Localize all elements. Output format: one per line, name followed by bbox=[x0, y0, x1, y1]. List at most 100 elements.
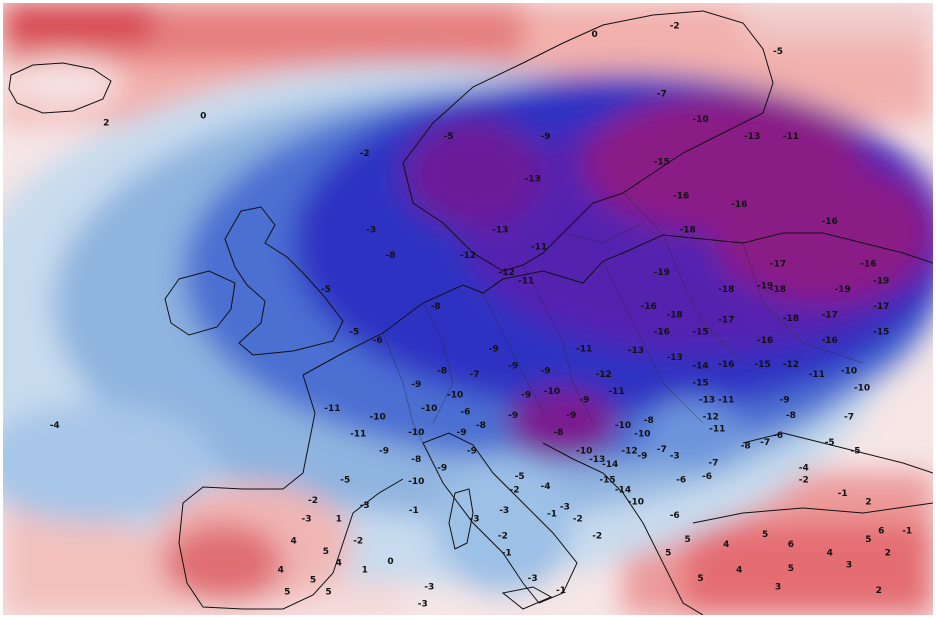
value-label: -12 bbox=[499, 268, 515, 278]
value-label: -16 bbox=[731, 200, 747, 210]
value-label: -6 bbox=[460, 407, 470, 417]
value-label: -9 bbox=[637, 452, 647, 462]
value-label: 2 bbox=[865, 498, 871, 508]
value-label: 5 bbox=[684, 535, 690, 545]
value-label: 5 bbox=[323, 547, 329, 557]
value-label: -19 bbox=[654, 268, 670, 278]
value-label: 3 bbox=[775, 583, 781, 593]
value-label: -5 bbox=[349, 328, 359, 338]
value-label: -9 bbox=[780, 396, 790, 406]
value-label: 2 bbox=[103, 118, 109, 128]
value-label: -16 bbox=[822, 336, 838, 346]
value-label: -7 bbox=[760, 438, 770, 448]
value-label: 5 bbox=[284, 588, 290, 598]
value-label: -12 bbox=[460, 251, 476, 261]
value-label: 4 bbox=[290, 537, 296, 547]
value-label: -18 bbox=[783, 314, 799, 324]
value-label: -14 bbox=[615, 486, 631, 496]
temperature-map: 20-2-3-5-5-5-6-8-8-40-2-5-7-10-13 -11-9-1… bbox=[3, 3, 933, 615]
value-label: 1 bbox=[362, 566, 368, 576]
value-label: 4 bbox=[336, 559, 342, 569]
value-label: -10 bbox=[421, 404, 437, 414]
value-label: -10 bbox=[576, 447, 592, 457]
value-label: -1 bbox=[902, 526, 912, 536]
value-label: -11 bbox=[531, 243, 547, 253]
value-label: -18 bbox=[667, 311, 683, 321]
value-label: -3 bbox=[424, 583, 434, 593]
value-label: -14 bbox=[602, 460, 618, 470]
value-label: -11 bbox=[608, 387, 624, 397]
value-label: -4 bbox=[541, 482, 551, 492]
value-label: -8 bbox=[386, 251, 396, 261]
value-label: -6 bbox=[373, 336, 383, 346]
value-label: -12 bbox=[783, 360, 799, 370]
value-label: -10 bbox=[408, 428, 424, 438]
value-label: -7 bbox=[708, 458, 718, 468]
value-label: -9 bbox=[489, 345, 499, 355]
value-label: -8 bbox=[411, 455, 421, 465]
value-label: -10 bbox=[841, 367, 857, 377]
value-label: -3 bbox=[560, 503, 570, 513]
value-label: -14 bbox=[692, 362, 708, 372]
value-label: -8 bbox=[741, 441, 751, 451]
value-label: -15 bbox=[754, 360, 770, 370]
value-label: -15 bbox=[599, 475, 615, 485]
value-label: -2 bbox=[360, 149, 370, 159]
value-label: -16 bbox=[654, 328, 670, 338]
value-label: -2 bbox=[498, 532, 508, 542]
value-label: -17 bbox=[822, 311, 838, 321]
value-label: 2 bbox=[876, 586, 882, 596]
value-label: -16 bbox=[673, 192, 689, 202]
value-label: -3 bbox=[470, 515, 480, 525]
value-label: -3 bbox=[499, 506, 509, 516]
value-label: 4 bbox=[723, 540, 729, 550]
value-label: -10 bbox=[408, 477, 424, 487]
value-label: -8 bbox=[644, 416, 654, 426]
value-label: -15 bbox=[692, 379, 708, 389]
value-label: -7 bbox=[657, 90, 667, 100]
value-label: -8 bbox=[437, 367, 447, 377]
value-label: -9 bbox=[541, 132, 551, 142]
value-label: -17 bbox=[873, 302, 889, 312]
value-label: 5 bbox=[310, 576, 316, 586]
value-label: -16 bbox=[718, 360, 734, 370]
value-label: 0 bbox=[387, 557, 393, 567]
value-label: -11 bbox=[518, 277, 534, 287]
value-label: -13 bbox=[628, 346, 644, 356]
value-label: -9 bbox=[457, 428, 467, 438]
value-label: -17 bbox=[770, 260, 786, 270]
value-label: -2 bbox=[510, 486, 520, 496]
value-label: -6 bbox=[702, 472, 712, 482]
value-label: -1 bbox=[547, 509, 557, 519]
value-label: -10 bbox=[544, 387, 560, 397]
value-label: -11 bbox=[783, 132, 799, 142]
value-label: -11 bbox=[324, 404, 340, 414]
value-label: -10 bbox=[692, 115, 708, 125]
value-label: 4 bbox=[278, 566, 284, 576]
value-label: -7 bbox=[657, 445, 667, 455]
value-label: -11 bbox=[576, 345, 592, 355]
value-label: 5 bbox=[697, 574, 703, 584]
value-label: -19 bbox=[873, 277, 889, 287]
value-label: -9 bbox=[411, 380, 421, 390]
value-label: -7 bbox=[844, 413, 854, 423]
value-label: 5 bbox=[762, 530, 768, 540]
value-label: -16 bbox=[757, 336, 773, 346]
value-label: -2 bbox=[353, 537, 363, 547]
value-label: -9 bbox=[467, 447, 477, 457]
value-label: -18 bbox=[679, 226, 695, 236]
value-label: -5 bbox=[825, 438, 835, 448]
value-label: -19 bbox=[834, 285, 850, 295]
value-label: -6 bbox=[676, 475, 686, 485]
value-label: -8 bbox=[553, 428, 563, 438]
value-label: -15 bbox=[873, 328, 889, 338]
value-label: 6 bbox=[878, 526, 884, 536]
value-label: -5 bbox=[340, 475, 350, 485]
value-label: 5 bbox=[788, 564, 794, 574]
value-label: -5 bbox=[444, 132, 454, 142]
value-label: -8 bbox=[476, 421, 486, 431]
value-label: 0 bbox=[591, 30, 597, 40]
value-label: -10 bbox=[854, 384, 870, 394]
value-label: -2 bbox=[799, 475, 809, 485]
value-label: 0 bbox=[200, 112, 206, 122]
